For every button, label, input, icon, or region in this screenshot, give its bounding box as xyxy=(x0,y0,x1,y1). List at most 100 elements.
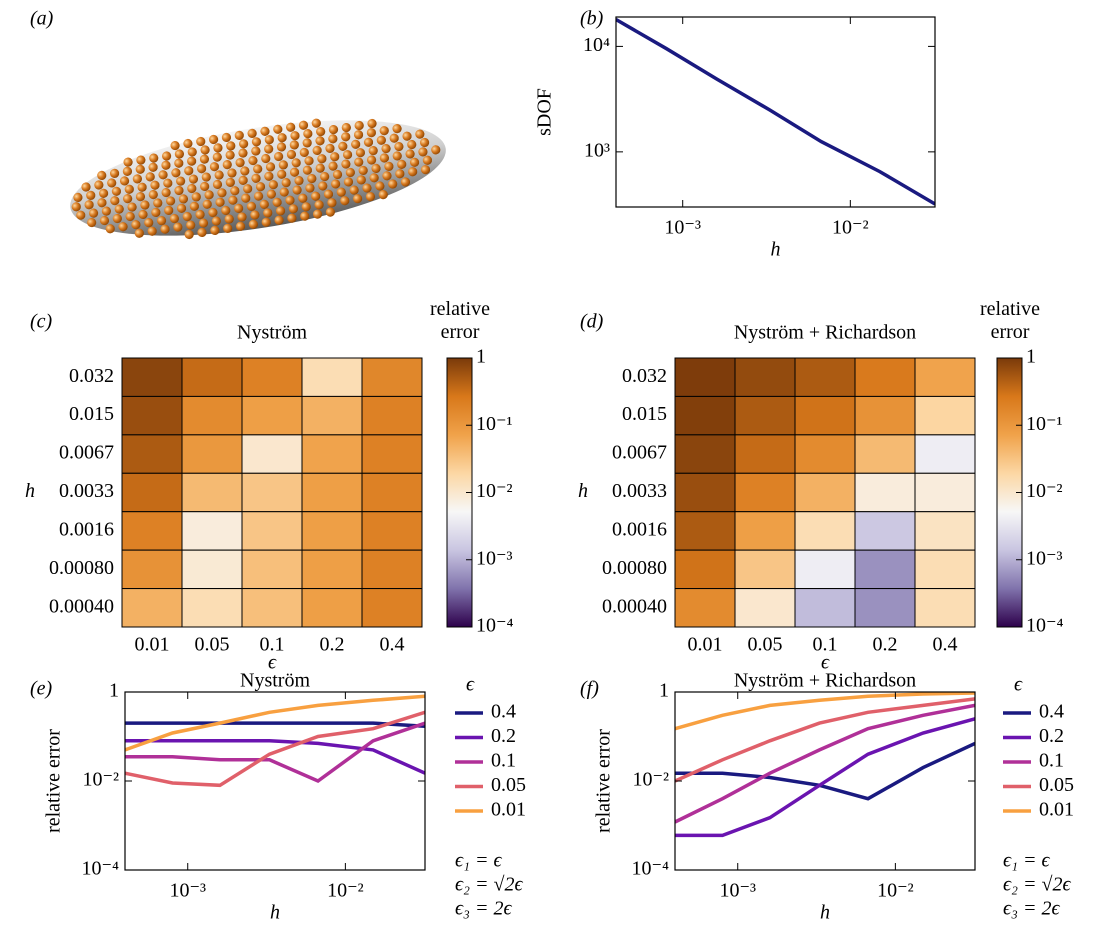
bead xyxy=(240,166,250,176)
heatmap-cell xyxy=(854,395,916,436)
legend-label: 0.05 xyxy=(491,774,526,796)
bead xyxy=(272,197,282,207)
bead xyxy=(253,164,263,174)
y-tick-label: 0.0067 xyxy=(612,442,667,464)
x-axis-label: h xyxy=(771,239,781,261)
x-tick-label: 0.2 xyxy=(873,634,898,656)
bead xyxy=(400,177,411,187)
x-tick-label: 0.01 xyxy=(688,634,723,656)
bead xyxy=(287,213,297,223)
heatmap-cell xyxy=(121,511,183,551)
heatmap-cell xyxy=(361,472,423,513)
bead xyxy=(174,149,185,159)
colorbar-label: relative error xyxy=(980,298,1040,343)
bead xyxy=(164,205,174,215)
chart-title: Nyström + Richardson xyxy=(734,322,916,344)
bead xyxy=(277,133,287,143)
bead xyxy=(195,209,205,220)
bead xyxy=(235,221,246,231)
heatmap-cell xyxy=(361,395,423,436)
bead xyxy=(311,191,321,201)
x-tick-label: 0.05 xyxy=(195,634,230,656)
bead xyxy=(250,210,260,220)
bead xyxy=(188,174,199,184)
bead xyxy=(122,166,133,176)
bead xyxy=(107,178,117,188)
heatmap-cell xyxy=(121,549,183,590)
bead xyxy=(248,219,258,229)
bead xyxy=(397,159,407,169)
heatmap-cell xyxy=(674,549,736,590)
bead xyxy=(415,129,425,139)
heatmap-cell xyxy=(914,434,976,474)
y-tick-label: 1 xyxy=(109,680,119,702)
bead xyxy=(109,168,120,178)
bead xyxy=(176,203,187,213)
bead xyxy=(135,164,145,174)
bead xyxy=(247,128,257,138)
bead xyxy=(325,207,336,217)
legend-label: 0.2 xyxy=(491,725,516,747)
bead xyxy=(178,194,189,204)
bead xyxy=(278,160,288,170)
bead xyxy=(221,132,232,143)
bead xyxy=(331,179,341,189)
bead xyxy=(166,196,176,206)
bead xyxy=(275,206,286,216)
bead xyxy=(281,178,291,188)
heatmap-cell xyxy=(121,588,183,628)
bead xyxy=(318,181,328,191)
bead xyxy=(140,200,150,210)
bead xyxy=(264,135,274,145)
bead xyxy=(183,138,193,149)
bead xyxy=(123,157,133,167)
bead xyxy=(171,168,181,178)
bead xyxy=(224,214,234,224)
bead xyxy=(420,165,431,175)
heatmap-cell xyxy=(734,472,796,513)
bead xyxy=(225,150,235,160)
bead xyxy=(228,195,238,205)
bead xyxy=(302,165,312,175)
heatmap-cell xyxy=(301,511,363,551)
bead xyxy=(145,172,155,182)
annotation: ϵ₂ = √2ϵ xyxy=(1003,874,1071,896)
heatmap-cell xyxy=(181,472,243,513)
heatmap-cell xyxy=(121,395,183,436)
bead xyxy=(198,218,209,228)
bead xyxy=(384,161,394,171)
heatmap-cell xyxy=(241,395,303,436)
bead xyxy=(303,129,313,139)
x-tick-label: 0.01 xyxy=(135,634,170,656)
bead xyxy=(356,175,366,185)
bead xyxy=(99,188,109,198)
bead xyxy=(212,179,223,190)
bead xyxy=(197,227,207,238)
bead xyxy=(134,228,144,238)
y-tick-label: 0.0033 xyxy=(59,480,114,502)
series-line xyxy=(616,17,935,206)
bead xyxy=(302,138,312,148)
legend-label: 0.01 xyxy=(1039,799,1074,821)
bead xyxy=(153,198,163,208)
bead xyxy=(407,139,417,150)
heatmap-cell xyxy=(914,549,976,590)
bead xyxy=(214,170,224,180)
bead xyxy=(200,181,210,192)
bead xyxy=(268,180,278,190)
bead xyxy=(251,146,261,156)
bead xyxy=(328,161,338,171)
y-axis-label: h xyxy=(578,480,588,502)
y-axis-label: sDOF xyxy=(534,88,556,136)
bead xyxy=(144,218,154,228)
bead xyxy=(317,154,327,164)
y-tick-label: 0.015 xyxy=(69,403,114,425)
bead xyxy=(379,126,389,136)
bead xyxy=(277,169,287,179)
heatmap-cell xyxy=(674,357,736,397)
y-tick-label: 0.0016 xyxy=(612,519,667,541)
panel-label: (f) xyxy=(580,678,599,700)
bead xyxy=(354,120,364,131)
heatmap-cell xyxy=(674,395,736,436)
